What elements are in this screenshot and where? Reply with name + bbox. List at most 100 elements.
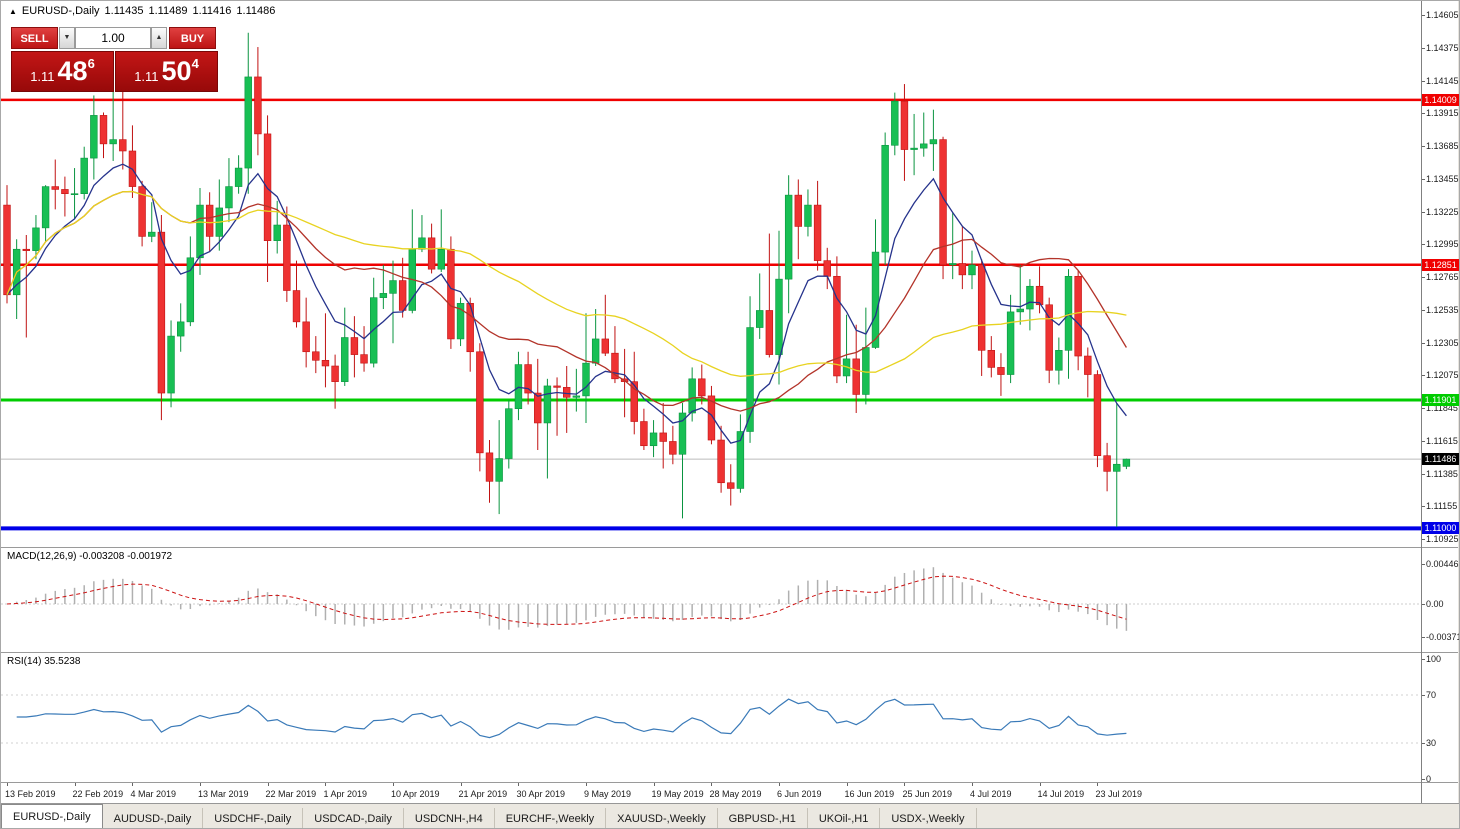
volume-input[interactable] [75,27,151,49]
candle-body [476,351,484,454]
price-axis-tickmark [1422,80,1425,82]
candle-body [524,364,532,394]
price-axis-tickmark [1422,47,1425,49]
candle-body [22,248,30,251]
tab-audusd-daily[interactable]: AUDUSD-,Daily [103,808,204,828]
sell-button[interactable]: SELL [11,27,58,49]
candle-body [948,263,957,266]
candle-body [669,441,677,455]
candle-body [1103,455,1111,472]
tab-ukoil-h1[interactable]: UKOil-,H1 [808,808,881,828]
resistance-line-mid-label: 1.12851 [1422,258,1459,271]
tab-eurusd-daily[interactable]: EURUSD-,Daily [1,804,103,828]
date-axis-tickmark [779,783,780,786]
ask-point: 4 [191,56,199,71]
candle-body [958,263,967,276]
date-axis-tick: 14 Jul 2019 [1037,789,1085,799]
candle-body [369,297,378,364]
candle-body [321,359,330,367]
current-price-label: 1.11486 [1422,453,1459,466]
candle-body [804,204,812,227]
chart-canvas[interactable] [1,1,1421,783]
candle-body [572,395,581,398]
candle-body [32,227,40,251]
price-axis: 1.14605 1.14375 1.14145 1.13915 1.13685 1.134… [1421,1,1459,803]
low-value: 1.11416 [192,5,232,17]
date-axis-tickmark [132,783,134,786]
rsi-pane [1,694,1421,744]
macd-axis-tickmark [1422,637,1425,639]
candle-body [99,115,108,145]
candle-body [553,385,561,388]
tab-usdchf-daily[interactable]: USDCHF-,Daily [203,808,304,828]
candle-body [61,189,69,195]
candle-body [755,310,764,328]
date-axis: 13 Feb 2019 22 Feb 2019 4 Mar 2019 13 Mar 2… [1,783,1421,803]
candle-body [910,147,918,150]
date-axis-tickmark [393,783,394,786]
tab-xauusd-weekly[interactable]: XAUUSD-,Weekly [606,808,718,828]
rsi-axis-tickmark [1422,659,1425,660]
support-line-blue-label: 1.11000 [1422,522,1459,535]
candle-body [157,231,166,394]
chart-ohlc-header: ▲ EURUSD-,Daily 1.11435 1.11489 1.11416 1.114… [9,5,280,17]
buy-button[interactable]: BUY [169,27,216,49]
price-axis-tickmark [1422,309,1425,311]
tab-usdcad-daily[interactable]: USDCAD-,Daily [303,808,404,828]
ask-pips: 50 [161,56,192,86]
price-axis-tickmark [1422,342,1425,344]
candle-body [1113,463,1121,472]
candle-body [698,378,706,397]
candle-body [784,194,793,280]
date-axis-tick: 21 Apr 2019 [458,789,508,799]
macd-indicator-label: MACD(12,26,9) -0.003208 -0.001972 [7,551,173,562]
candle-body [485,452,494,482]
tab-usdcnh-h4[interactable]: USDCNH-,H4 [404,808,495,828]
ma-line-45 [6,190,1127,377]
candle-body [205,204,214,237]
candle-body [929,139,938,145]
resistance-line-upper-label: 1.14009 [1422,93,1459,106]
tab-gbpusd-h1[interactable]: GBPUSD-,H1 [718,808,808,828]
price-axis-tickmark [1422,15,1425,16]
candle-body [562,387,571,398]
price-axis-tickmark [1422,146,1425,147]
candle-body [1074,275,1082,357]
candle-body [398,280,407,311]
candle-body [823,260,831,277]
tab-usdx-weekly[interactable]: USDX-,Weekly [880,808,977,828]
date-axis-tickmark [653,783,655,786]
candle-body [630,381,638,422]
candle-body [70,193,79,196]
ask-price-display[interactable]: 1.11 50 4 [115,51,218,92]
bid-base: 1.11 [30,69,55,84]
date-axis-tick: 4 Jul 2019 [970,789,1012,799]
candle-body [437,248,445,270]
candle-body [456,303,465,340]
date-axis-tickmark [460,783,462,786]
pane-separator [1,652,1458,653]
date-axis-tick: 22 Feb 2019 [72,789,124,799]
volume-increase-button[interactable]: ▲ [151,27,167,49]
candle-body [543,385,552,424]
candle-body [736,431,745,489]
date-axis-tickmark [972,783,973,786]
candle-body [389,280,397,294]
candle-body [987,350,996,368]
pane-separator [1,547,1458,548]
date-axis-tick: 13 Mar 2019 [198,789,249,799]
candle-body [717,439,725,484]
price-axis-tick: 1.11155 [1426,501,1458,512]
tab-eurchf-weekly[interactable]: EURCHF-,Weekly [495,808,607,828]
candle-body [244,76,252,169]
bid-price-display[interactable]: 1.11 48 6 [11,51,114,92]
volume-decrease-button[interactable]: ▼ [59,27,75,49]
candle-body [871,251,880,348]
date-axis-tick: 22 Mar 2019 [265,789,317,799]
candle-body [1035,285,1044,306]
price-axis-tick: 1.13915 [1426,108,1459,119]
price-axis-tick: 1.14145 [1426,75,1459,86]
price-axis-tickmark [1422,408,1425,409]
candle-body [447,248,455,340]
bid-pips: 48 [57,56,88,86]
